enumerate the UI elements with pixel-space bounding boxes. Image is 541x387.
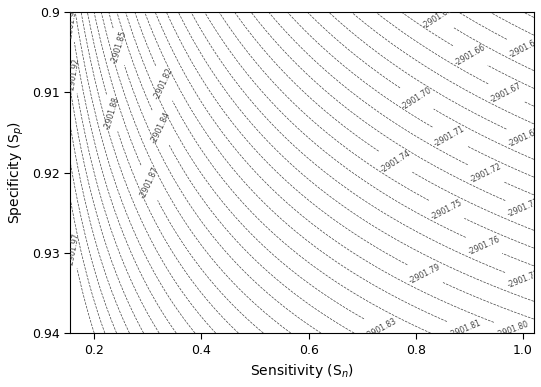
Text: -2901.85: -2901.85 [109, 29, 128, 64]
Text: -2901.97: -2901.97 [65, 232, 81, 267]
Text: -2901.64: -2901.64 [507, 36, 541, 60]
Text: -2901.75: -2901.75 [429, 198, 464, 221]
Text: -2901.79: -2901.79 [408, 262, 443, 286]
Text: -2901.84: -2901.84 [149, 111, 171, 145]
Text: -2901.82: -2901.82 [153, 66, 175, 101]
Text: -2901.77: -2901.77 [506, 269, 541, 290]
Text: -2901.71: -2901.71 [433, 125, 467, 149]
Text: -2901.92: -2901.92 [67, 57, 81, 92]
Y-axis label: Specificity (S$_p$): Specificity (S$_p$) [7, 121, 27, 224]
Text: -2901.69: -2901.69 [507, 126, 541, 149]
Text: -2901.72: -2901.72 [469, 162, 503, 185]
Text: -2901.87: -2901.87 [138, 166, 160, 200]
Text: -2901.67: -2901.67 [489, 81, 523, 104]
Text: -2901.66: -2901.66 [453, 43, 487, 68]
Text: -2901.76: -2901.76 [466, 235, 502, 257]
Text: -2901.83: -2901.83 [364, 316, 398, 341]
Text: -2901.80: -2901.80 [495, 319, 530, 339]
Text: -2901.65: -2901.65 [420, 4, 454, 31]
Text: -2901.91: -2901.91 [64, 5, 78, 40]
Text: -2901.74: -2901.74 [379, 149, 412, 175]
X-axis label: Sensitivity (S$_n$): Sensitivity (S$_n$) [250, 362, 354, 380]
Text: -2901.70: -2901.70 [400, 86, 433, 112]
Text: -2901.73: -2901.73 [506, 197, 541, 219]
Text: -2901.81: -2901.81 [448, 319, 483, 340]
Text: -2901.88: -2901.88 [103, 96, 121, 130]
